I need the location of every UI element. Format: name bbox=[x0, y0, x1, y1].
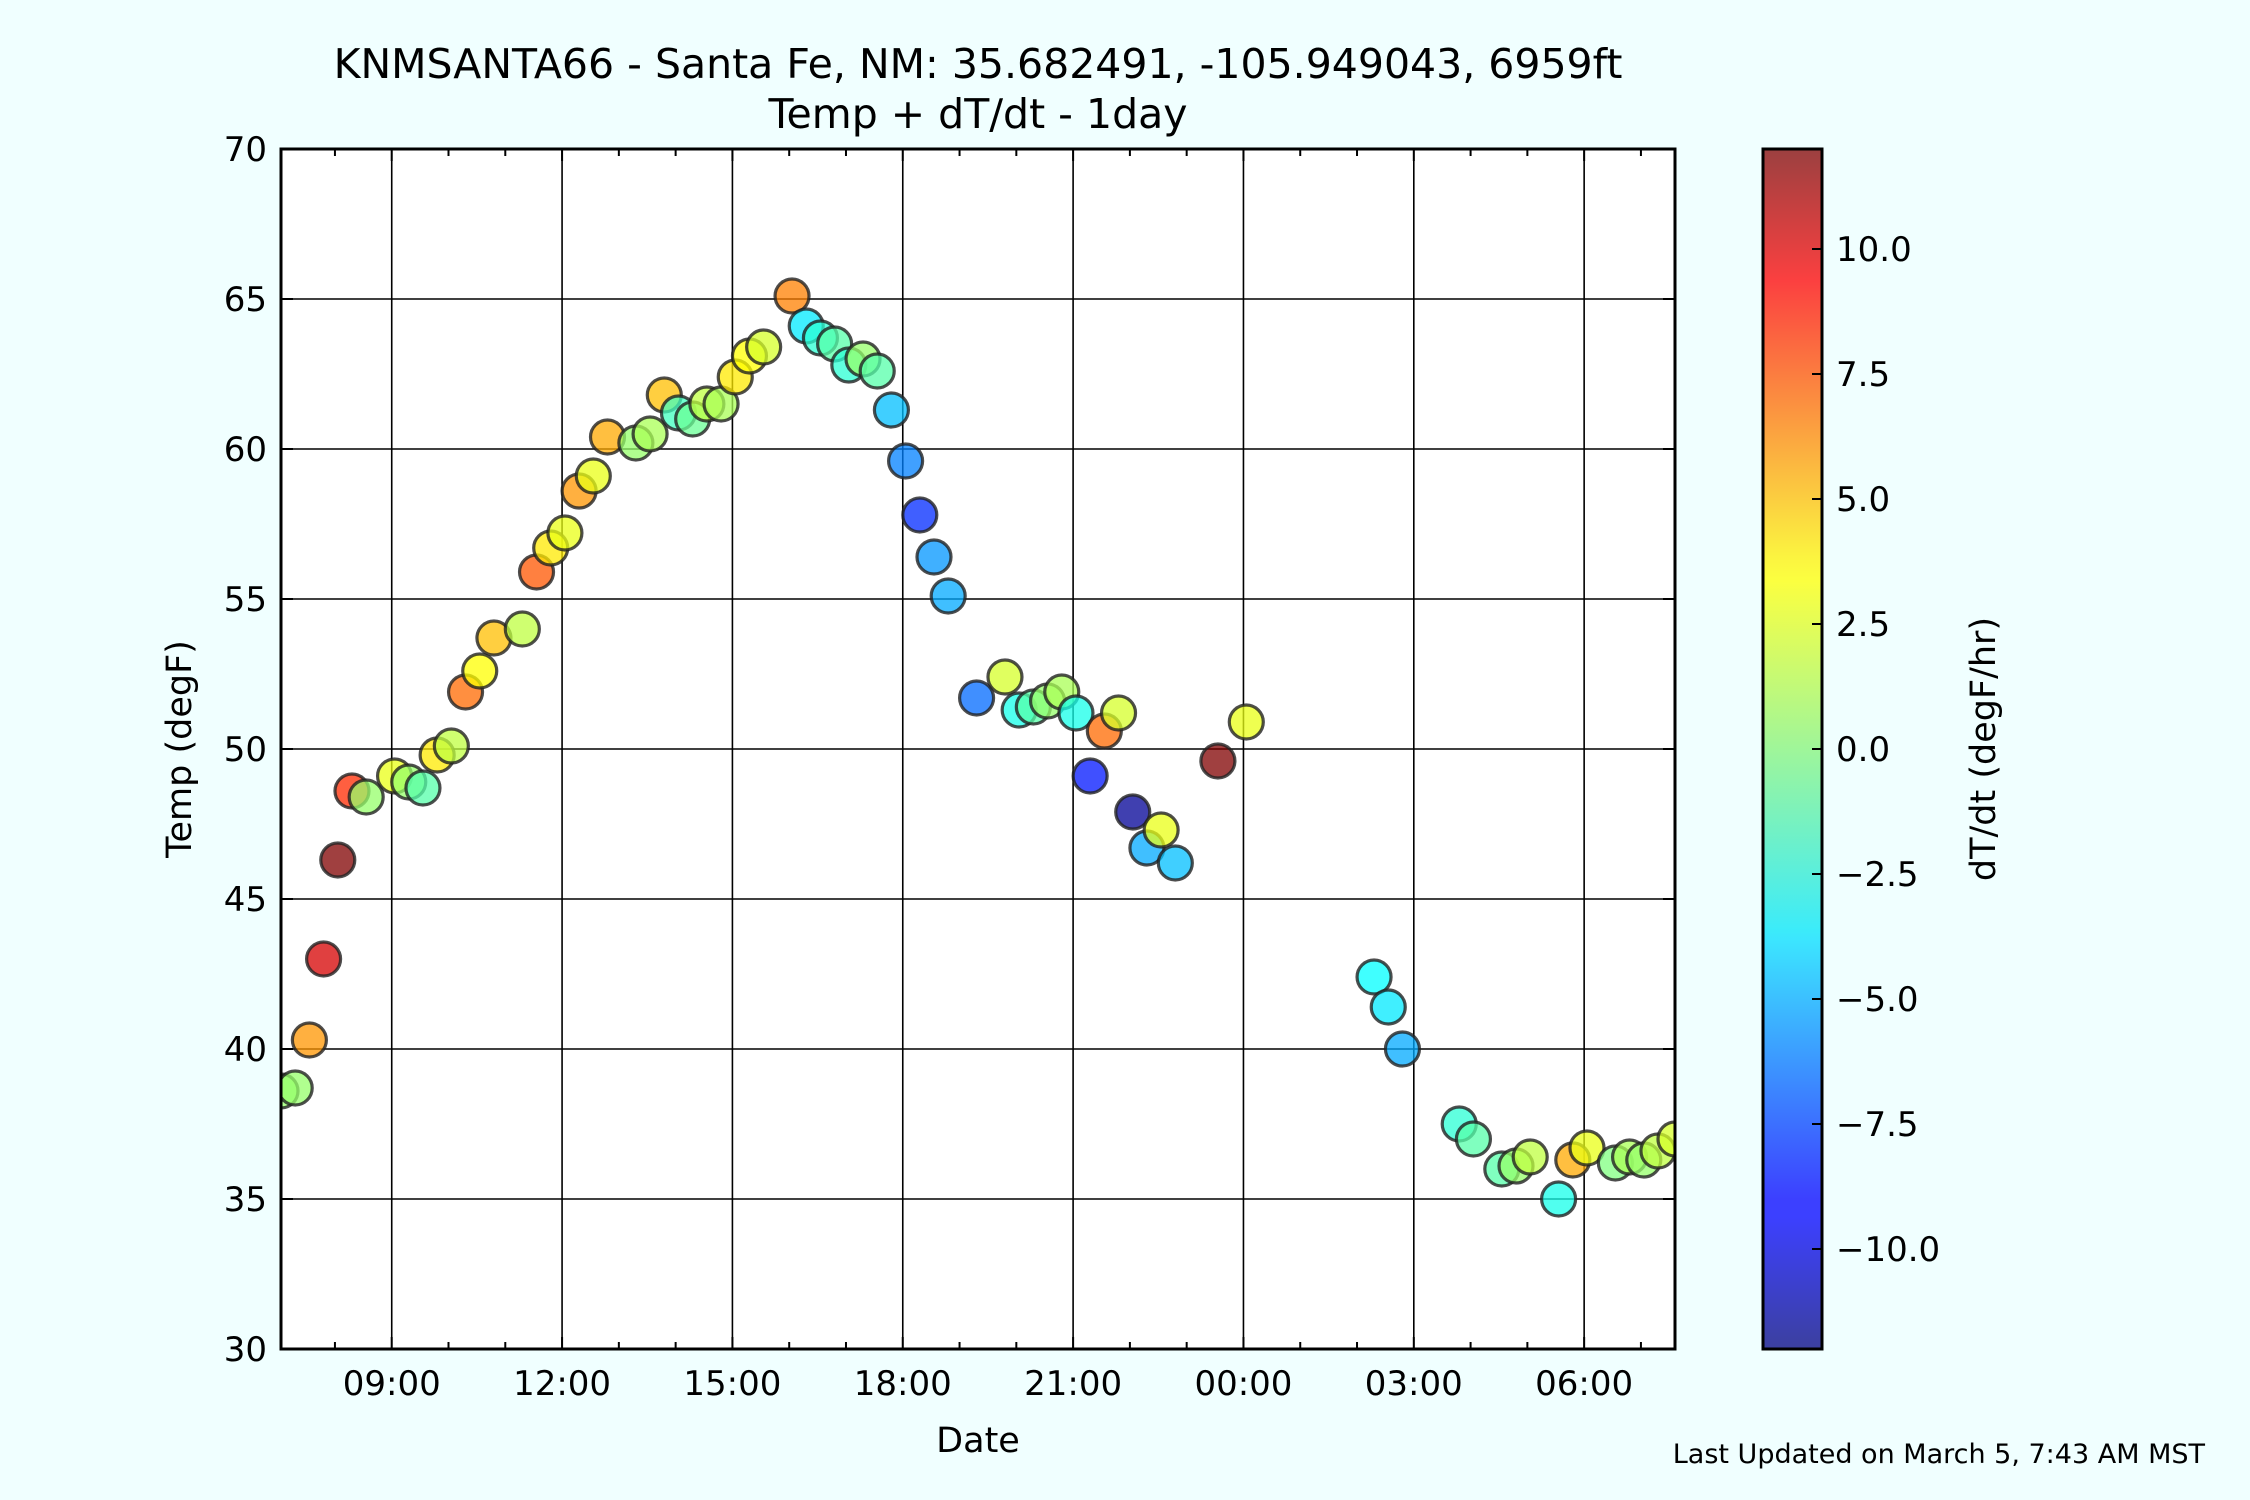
data-point bbox=[1142, 811, 1180, 849]
data-point bbox=[1071, 757, 1109, 795]
colorbar-tick-label: 10.0 bbox=[1836, 230, 1912, 270]
data-point bbox=[858, 352, 896, 390]
data-point bbox=[1099, 694, 1138, 732]
colorbar-ticks: 10.0 7.5 5.0 2.5 0.0 −2.5 −5.0 −7.5 −10.0 bbox=[1812, 230, 1940, 1270]
y-tick-label: 65 bbox=[224, 280, 267, 320]
x-tick-label: 21:00 bbox=[1024, 1364, 1122, 1404]
data-points bbox=[281, 277, 1675, 1218]
data-point bbox=[887, 442, 925, 480]
y-tick-label: 30 bbox=[224, 1330, 267, 1370]
colorbar-tick-label: 2.5 bbox=[1836, 605, 1890, 645]
data-point bbox=[986, 658, 1024, 696]
data-point bbox=[872, 391, 911, 429]
data-point bbox=[1568, 1129, 1606, 1167]
chart-subtitle: Temp + dT/dt - 1day bbox=[767, 90, 1187, 138]
data-point bbox=[1369, 988, 1407, 1026]
data-point bbox=[1383, 1030, 1422, 1068]
y-axis-label: Temp (degF) bbox=[160, 640, 200, 859]
colorbar-tick-label: −2.5 bbox=[1836, 855, 1919, 895]
data-point bbox=[404, 769, 442, 807]
data-point bbox=[929, 577, 967, 615]
data-point bbox=[461, 652, 499, 690]
x-tick-label: 18:00 bbox=[854, 1364, 952, 1404]
data-point bbox=[631, 415, 669, 453]
data-point bbox=[290, 1021, 328, 1059]
data-point bbox=[1057, 694, 1095, 732]
data-point bbox=[1199, 742, 1237, 780]
data-point bbox=[1227, 703, 1265, 741]
y-tick-label: 60 bbox=[224, 430, 267, 470]
data-point bbox=[432, 727, 470, 765]
data-point bbox=[347, 778, 385, 816]
x-tick-label: 00:00 bbox=[1194, 1364, 1292, 1404]
chart-title: KNMSANTA66 - Santa Fe, NM: 35.682491, -1… bbox=[334, 40, 1623, 88]
data-point bbox=[1454, 1120, 1493, 1158]
data-point bbox=[1156, 844, 1194, 882]
data-point bbox=[1539, 1180, 1578, 1218]
colorbar-tick-label: 7.5 bbox=[1836, 355, 1890, 395]
y-tick-label: 45 bbox=[224, 880, 267, 920]
data-point bbox=[1114, 793, 1152, 831]
x-tick-label: 12:00 bbox=[513, 1364, 611, 1404]
data-point bbox=[773, 277, 811, 315]
x-tick-label: 09:00 bbox=[343, 1364, 441, 1404]
last-updated-text: Last Updated on March 5, 7:43 AM MST bbox=[1673, 1439, 2206, 1470]
y-tick-label: 55 bbox=[224, 580, 267, 620]
colorbar-label: dT/dt (degF/hr) bbox=[1964, 617, 2004, 881]
colorbar-tick-label: −5.0 bbox=[1836, 980, 1919, 1020]
x-tick-label: 15:00 bbox=[683, 1364, 781, 1404]
colorbar-tick-label: 0.0 bbox=[1836, 730, 1890, 770]
x-axis-label: Date bbox=[936, 1421, 1020, 1461]
data-point bbox=[1656, 1120, 1675, 1158]
data-point bbox=[574, 457, 612, 495]
data-point bbox=[901, 496, 939, 534]
data-point bbox=[957, 679, 996, 717]
data-point bbox=[1355, 958, 1393, 996]
y-tick-label: 35 bbox=[224, 1180, 267, 1220]
colorbar-tick-label: 5.0 bbox=[1836, 480, 1890, 520]
data-point bbox=[915, 538, 953, 576]
x-tick-label: 03:00 bbox=[1365, 1364, 1463, 1404]
colorbar-tick-label: −7.5 bbox=[1836, 1105, 1919, 1145]
axis-ticks: 09:00 12:00 15:00 18:00 21:00 00:00 03:00 06:00… bbox=[224, 130, 1675, 1404]
x-tick-label: 06:00 bbox=[1535, 1364, 1633, 1404]
data-point bbox=[319, 841, 357, 879]
data-point bbox=[304, 940, 343, 978]
data-point bbox=[503, 610, 541, 648]
data-point bbox=[281, 1069, 314, 1107]
y-tick-label: 50 bbox=[224, 730, 267, 770]
colorbar-tick-label: −10.0 bbox=[1836, 1230, 1940, 1270]
y-tick-label: 70 bbox=[224, 130, 267, 170]
data-point bbox=[546, 514, 584, 552]
data-point bbox=[745, 328, 783, 366]
data-point bbox=[1511, 1138, 1549, 1176]
y-tick-label: 40 bbox=[224, 1030, 267, 1070]
